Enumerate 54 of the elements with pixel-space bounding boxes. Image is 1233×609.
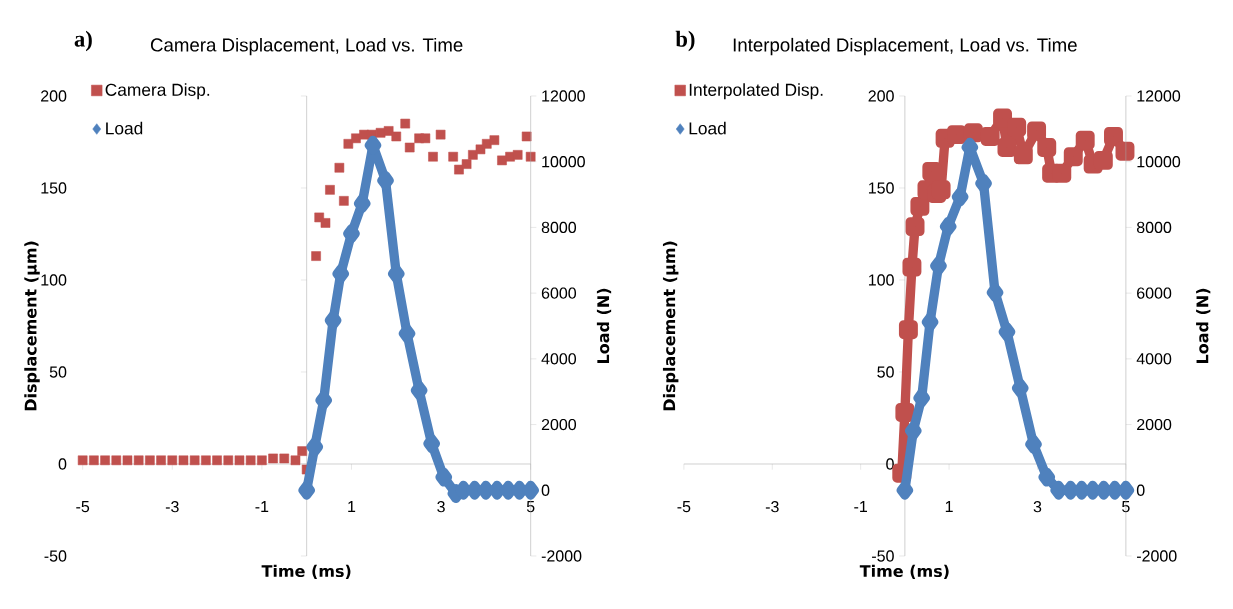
x-tick-label: -5: [677, 501, 691, 513]
x-tick-label: -3: [765, 501, 779, 513]
legend-label: Interpolated Disp.: [689, 83, 823, 100]
y-tick-label: -50: [872, 550, 894, 562]
text: a): [74, 30, 92, 52]
y2-axis-title: Load (N): [1196, 288, 1211, 364]
x-tick-label: 3: [1033, 501, 1042, 513]
x-tick-label: 5: [1122, 501, 1130, 513]
x-tick-label: -5: [76, 501, 90, 513]
y2-tick-label: 10000: [542, 156, 585, 168]
y-tick-label: 0: [58, 458, 67, 470]
x-tick-label: -1: [255, 501, 269, 513]
y-tick-label: 50: [877, 366, 894, 378]
x-tick-label: -1: [854, 501, 867, 513]
y-axis-title: Displacement (µm): [662, 241, 679, 411]
x-axis-title: Time (ms): [859, 564, 949, 579]
x-tick-label: 1: [348, 501, 356, 513]
legend-label: Camera Disp.: [105, 83, 210, 100]
y2-tick-label: 0: [1136, 484, 1145, 496]
y2-tick-label: 4000: [1136, 353, 1172, 365]
x-tick-label: -3: [165, 501, 179, 513]
text: b): [675, 30, 695, 52]
y2-tick-label: 4000: [541, 353, 577, 365]
y2-tick-label: 12000: [1137, 90, 1181, 102]
y2-tick-label: 0: [541, 484, 550, 496]
y2-tick-label: -2000: [1136, 550, 1177, 562]
y-tick-label: 200: [41, 90, 67, 102]
x-tick-label: 1: [945, 501, 953, 513]
y2-tick-label: 6000: [1137, 287, 1172, 299]
chart-title: Camera Displacement, Load vs. Time: [150, 37, 463, 56]
y-tick-label: 150: [868, 182, 894, 194]
legend-label: Load: [689, 121, 726, 135]
y-tick-label: 150: [41, 182, 67, 194]
y2-tick-label: 6000: [541, 287, 577, 299]
y2-tick-label: -2000: [541, 550, 582, 562]
y2-tick-label: 8000: [1136, 221, 1172, 234]
y2-tick-label: 12000: [542, 90, 585, 102]
y-axis-title: Displacement (µm): [24, 241, 40, 411]
chart-title: Interpolated Displacement, Load vs. Time: [733, 37, 1077, 56]
y-tick-label: 100: [41, 274, 67, 286]
x-tick-label: 5: [526, 501, 535, 513]
y-tick-label: 0: [886, 458, 894, 470]
x-axis-title: Time (ms): [261, 564, 351, 579]
y-tick-label: -50: [44, 550, 67, 562]
y2-tick-label: 8000: [541, 221, 577, 234]
y2-tick-label: 10000: [1137, 156, 1181, 168]
y-tick-label: 100: [868, 274, 894, 286]
y2-tick-label: 2000: [541, 418, 577, 431]
y2-axis-title: Load (N): [596, 288, 612, 364]
y-tick-label: 50: [49, 366, 67, 378]
y2-tick-label: 2000: [1137, 418, 1172, 431]
y-tick-label: 200: [868, 90, 894, 102]
x-tick-label: 3: [437, 501, 445, 513]
legend-label: Load: [106, 121, 143, 135]
